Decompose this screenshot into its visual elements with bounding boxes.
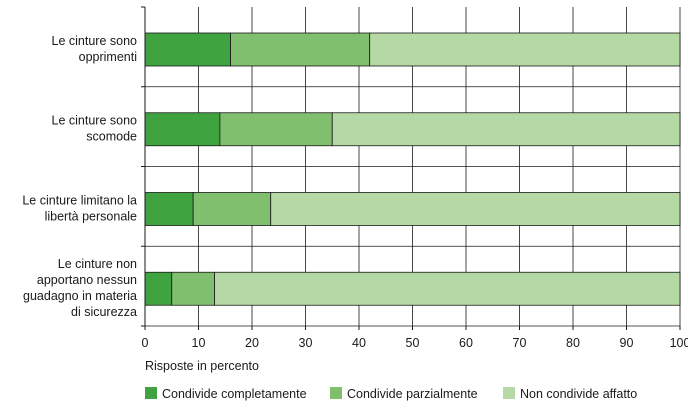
legend-label: Non condivide affatto (520, 387, 637, 401)
legend-label: Condivide completamente (162, 387, 307, 401)
category-label: Le cinture sono (52, 34, 138, 48)
category-label: Le cinture sono (52, 114, 138, 128)
bar-segment-3 (214, 271, 681, 306)
category-label: guadagno in materia (23, 289, 137, 303)
x-tick-label: 60 (459, 336, 473, 350)
legend-label: Condivide parzialmente (347, 387, 478, 401)
x-tick-label: 0 (142, 336, 149, 350)
category-label: Le cinture limitano la (22, 193, 137, 207)
x-tick-label: 30 (299, 336, 313, 350)
category-label: di sicurezza (71, 305, 137, 319)
bar-segment-3 (369, 32, 681, 67)
legend-swatch (145, 387, 157, 399)
x-tick-label: 90 (620, 336, 634, 350)
bar-segment-3 (331, 112, 681, 147)
legend-swatch (503, 387, 515, 399)
x-tick-labels: 0 10 20 30 40 50 60 70 80 90 100 (142, 336, 688, 350)
bar-segment-1 (144, 112, 221, 147)
category-label: libertà personale (45, 209, 137, 223)
bar-segment-2 (230, 32, 371, 67)
bar-segment-2 (192, 192, 272, 226)
bar-segment-2 (171, 271, 215, 306)
category-label: apportano nessun (37, 273, 137, 287)
x-tick-label: 10 (192, 336, 206, 350)
x-axis-title: Risposte in percento (145, 359, 259, 373)
x-tick-label: 20 (245, 336, 259, 350)
category-label: scomode (86, 130, 137, 144)
category-label: Le cinture non (58, 257, 137, 271)
category-label: opprimenti (79, 50, 137, 64)
x-tick-label: 100 (670, 336, 688, 350)
legend: Condivide completamente Condivide parzial… (145, 387, 637, 401)
axis-layer (141, 6, 681, 330)
x-tick-label: 40 (352, 336, 366, 350)
x-tick-label: 50 (406, 336, 420, 350)
x-tick-label: 70 (513, 336, 527, 350)
bars-layer (144, 32, 681, 306)
bar-segment-1 (144, 271, 173, 306)
legend-swatch (330, 387, 342, 399)
x-tick-label: 80 (566, 336, 580, 350)
bar-segment-3 (270, 192, 681, 226)
bar-segment-1 (144, 192, 194, 226)
bar-segment-1 (144, 32, 231, 67)
category-labels: Le cinture sono opprimenti Le cinture sono… (22, 34, 137, 319)
bar-segment-2 (219, 112, 333, 147)
